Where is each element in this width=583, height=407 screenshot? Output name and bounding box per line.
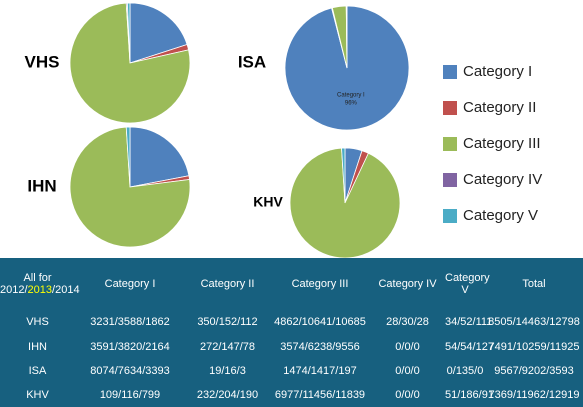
corner-cell: All for 2012/2013/2014 xyxy=(0,258,80,310)
table-row: KHV 109/116/799 232/204/190 6977/11456/1183… xyxy=(0,383,583,407)
slice-category: Category I xyxy=(337,92,365,98)
year: 2014 xyxy=(55,284,80,297)
pie-slice xyxy=(129,2,188,64)
corner-text: All for xyxy=(23,272,52,285)
header-cell: Category III xyxy=(291,278,349,291)
table-row: ISA 8074/7634/3393 19/16/3 1474/1417/197 0/0… xyxy=(0,359,583,383)
table-cell: 51/186/91 xyxy=(445,388,494,401)
table-cell: 1474/1417/197 xyxy=(283,364,357,377)
legend-label: Category III xyxy=(463,135,541,152)
table-cell: 7369/11962/12919 xyxy=(488,388,580,401)
pie-slice xyxy=(341,147,346,204)
corner-years: 2012/2013/2014 xyxy=(0,284,80,297)
header-cell: Total xyxy=(522,278,546,291)
table-cell: 272/147/78 xyxy=(199,340,256,353)
table-cell: 8505/14463/12798 xyxy=(488,316,580,329)
header-cell: Category II xyxy=(200,278,255,291)
table-cell: 3231/3588/1862 xyxy=(90,316,170,329)
table-cell: 7491/10259/11925 xyxy=(488,340,580,353)
table-cell: 0/0/0 xyxy=(395,388,420,401)
data-table: All for 2012/2013/2014 Category I Category … xyxy=(0,258,583,407)
table-cell: 8074/7634/3393 xyxy=(90,364,170,377)
table-cell: 0/0/0 xyxy=(395,340,420,353)
pie-slice xyxy=(289,147,401,259)
legend-swatch xyxy=(443,137,457,151)
pie-title: VHS xyxy=(25,52,60,71)
legend-swatch xyxy=(443,65,457,79)
legend-label: Category V xyxy=(463,207,538,224)
legend-swatch xyxy=(443,173,457,187)
legend-label: Category IV xyxy=(463,171,542,188)
table-cell: 350/152/112 xyxy=(197,316,258,329)
table-row: IHN 3591/3820/2164 272/147/78 3574/6238/955… xyxy=(0,335,583,359)
legend-swatch xyxy=(443,101,457,115)
table-cell: 0/0/0 xyxy=(395,364,420,377)
table-cell: 54/54/127 xyxy=(445,340,494,353)
pie-slice xyxy=(129,126,190,188)
row-label: IHN xyxy=(28,340,47,353)
pie-slice xyxy=(125,126,131,188)
year-separator: / xyxy=(52,284,56,297)
table-cell: 3591/3820/2164 xyxy=(90,340,170,353)
legend-label: Category II xyxy=(463,99,536,116)
table-cell: 109/116/799 xyxy=(99,388,161,401)
legend-label: Category I xyxy=(463,63,532,80)
row-label: VHS xyxy=(26,316,49,329)
slice-label: 96% xyxy=(345,100,358,106)
header-row: All for 2012/2013/2014 Category I Category … xyxy=(0,258,583,310)
pie-slice xyxy=(69,2,191,124)
row-label: KHV xyxy=(26,388,49,401)
pie-title: IHN xyxy=(27,176,56,195)
table-cell: 4862/10641/10685 xyxy=(274,316,366,329)
legend-swatch xyxy=(443,209,457,223)
table-cell: 34/52/111 xyxy=(445,316,493,329)
table-row: VHS 3231/3588/1862 350/152/112 4862/10641/1… xyxy=(0,310,583,334)
table-cell: 232/204/190 xyxy=(196,388,259,401)
table-cell: 9567/9202/3593 xyxy=(494,364,574,377)
pie-title: KHV xyxy=(253,194,283,210)
charts: VHS ISA Category I 96% IHN KHV Category I Categ… xyxy=(25,2,542,259)
header-cell: Category V xyxy=(445,272,490,297)
header-cell: Category I xyxy=(104,278,156,291)
pie-slice xyxy=(126,2,131,64)
row-label: ISA xyxy=(28,364,47,377)
header-cell: Category IV xyxy=(378,278,437,291)
pie-title: ISA xyxy=(238,52,266,71)
year: 2012 xyxy=(0,284,25,297)
table-cell: 19/16/3 xyxy=(209,364,246,377)
table-cell: 6977/11456/11839 xyxy=(274,388,366,401)
pie-slice xyxy=(69,126,191,248)
table-cell: 3574/6238/9556 xyxy=(280,340,360,353)
year: 2013 xyxy=(27,284,53,297)
table-cell: 0/135/0 xyxy=(446,364,484,377)
table-cell: 28/30/28 xyxy=(386,316,429,329)
year-separator: / xyxy=(24,284,28,297)
